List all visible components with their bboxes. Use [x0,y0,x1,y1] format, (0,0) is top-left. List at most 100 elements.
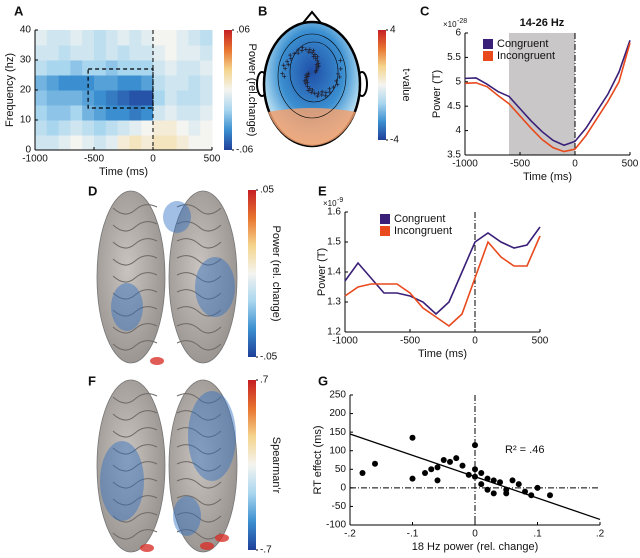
heatmap-cell [82,105,95,121]
heatmap-cell [153,135,166,151]
y-tick-label: 200 [329,408,346,419]
y-tick-label: 0 [25,145,31,156]
x-axis-label: Time (ms) [523,171,572,183]
gyrus [176,444,222,455]
hemisphere [168,190,238,364]
y-tick-label: 150 [329,427,346,438]
heatmap-cell [35,90,48,106]
gyrus [112,255,158,266]
x-tick-label: -.2 [344,529,356,540]
gyrus [176,272,222,283]
legend-swatch [483,51,493,61]
topomap [256,10,368,148]
gyrus [112,340,158,351]
point [359,470,366,476]
heatmap-cell [70,90,83,106]
heatmap-cell [164,105,178,121]
x-tick-label: 0 [572,159,578,170]
y-tick-label: 1.2 [327,327,341,338]
activation [195,257,235,317]
y-tick-label: 5 [455,76,461,87]
y-tick-label: 1.5 [327,237,341,248]
heatmap-cell [164,30,178,46]
heatmap-cell [58,60,71,76]
colorbar-tick-label: .7 [260,375,269,386]
point [472,466,478,473]
point [490,490,497,497]
gyrus [176,238,222,249]
heatmap-cell [58,30,71,46]
y-tick-label: 4 [455,125,461,136]
sensor-marker [338,58,343,63]
heatmap-cell [82,60,95,76]
point [434,464,441,471]
y-tick-label: -100 [326,520,346,531]
activation [111,283,143,331]
gyrus [112,393,158,404]
colorbar [378,30,386,140]
legend-label: Congruent [497,38,548,50]
point [515,481,522,488]
heatmap-cell [105,30,119,46]
gyrus [176,495,222,506]
gyrus [176,393,222,404]
heatmap-cell [176,30,189,46]
heatmap-cell [200,90,213,106]
heatmap-cell [58,105,71,121]
activation [163,201,191,233]
heatmap-cell [94,60,107,76]
heatmap-cell [82,30,95,46]
heatmap-cell [153,120,166,136]
gyrus [176,221,222,232]
panel-label: G [318,373,328,388]
heatmap-cell [105,75,119,91]
gyrus [176,410,222,421]
point [522,488,528,495]
legend-swatch [380,214,390,224]
heatmap-cell [105,105,119,121]
x-tick-label: 0 [150,154,156,165]
point [484,486,491,493]
sensor-marker [305,84,310,89]
sensor-marker [315,94,320,99]
hemisphere [168,379,238,553]
gyrus [112,272,158,283]
heatmap-cell [188,45,201,61]
gyrus [112,306,158,317]
heatmap-cell [188,105,201,121]
heatmap-cell [141,135,154,151]
legend-swatch [483,39,493,49]
point [534,484,541,491]
point [453,455,460,462]
sensor-marker [334,78,339,83]
sensor-marker [323,90,328,95]
sensor-marker [315,58,320,63]
y-tick-label: -50 [332,501,347,512]
activation [188,391,236,481]
colorbar [248,380,256,550]
colorbar-tick-label: .06 [236,25,250,36]
y-tick-label: 50 [335,464,347,475]
point [447,458,453,465]
x-tick-label: .1 [533,529,542,540]
point [472,473,478,480]
x-tick-label: 0 [472,529,478,540]
x-tick-label: -500 [84,154,104,165]
heatmap-cell [200,60,213,76]
y-tick-label: 30 [20,55,32,66]
heatmap-cell [58,120,71,136]
point [472,442,478,449]
point [478,481,485,488]
heatmap-cell [70,75,83,91]
sensor-marker [312,91,317,96]
point [465,471,472,478]
heatmap-cell [176,90,189,106]
sensor-marker [316,64,321,69]
sensor-marker [336,71,341,76]
heatmap-cell [141,120,154,136]
sensor-marker [331,85,336,90]
y-tick-label: 20 [20,85,32,96]
gyrus [112,461,158,472]
heatmap-cell [58,45,71,61]
